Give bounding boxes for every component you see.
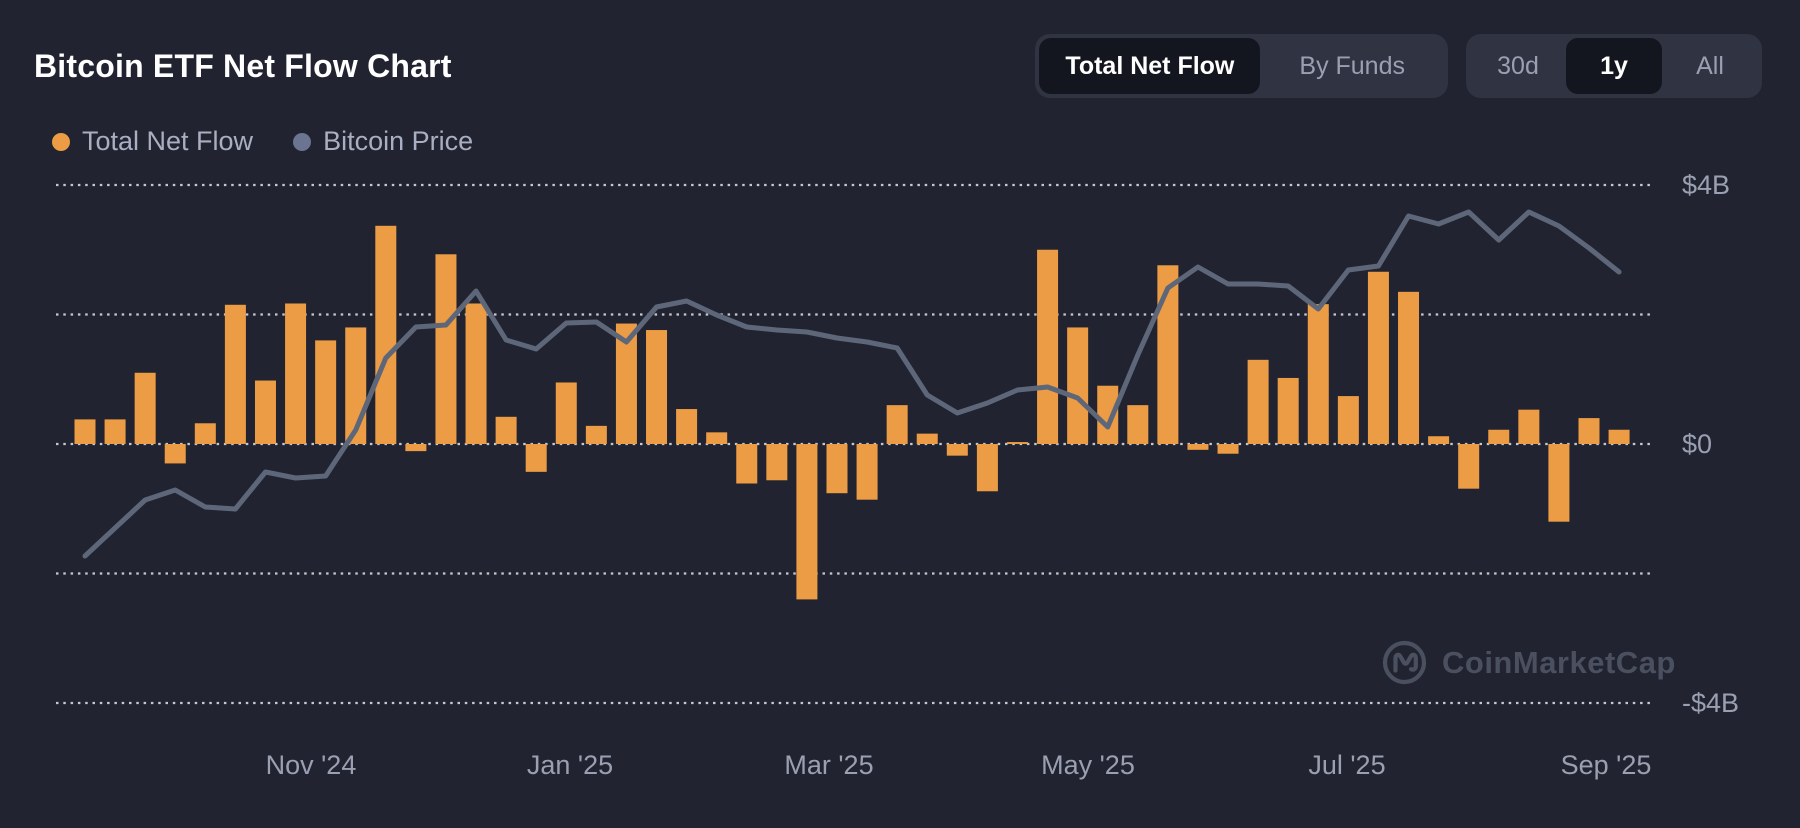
- range-option-all[interactable]: All: [1696, 51, 1724, 80]
- net-flow-bar[interactable]: [615, 323, 637, 444]
- net-flow-bar[interactable]: [1217, 444, 1239, 454]
- net-flow-bar[interactable]: [1518, 409, 1540, 444]
- net-flow-bar[interactable]: [405, 444, 427, 452]
- range-option-1y[interactable]: 1y: [1566, 38, 1662, 94]
- net-flow-bar[interactable]: [254, 380, 276, 444]
- watermark-text: CoinMarketCap: [1442, 644, 1676, 680]
- net-flow-bar[interactable]: [1548, 444, 1570, 522]
- net-flow-bar[interactable]: [435, 254, 457, 444]
- net-flow-bar[interactable]: [1578, 418, 1600, 444]
- net-flow-bar[interactable]: [104, 419, 126, 444]
- y-axis-label: -$4B: [1682, 688, 1739, 718]
- watermark: CoinMarketCap: [1381, 639, 1676, 686]
- net-flow-bar[interactable]: [946, 444, 968, 456]
- net-flow-bar[interactable]: [164, 444, 186, 464]
- net-flow-bar[interactable]: [315, 340, 337, 444]
- net-flow-bar[interactable]: [1127, 405, 1149, 444]
- net-flow-bar[interactable]: [465, 303, 487, 444]
- net-flow-bar[interactable]: [585, 425, 607, 444]
- legend: Total Net Flow Bitcoin Price: [52, 126, 473, 157]
- net-flow-bar[interactable]: [1247, 359, 1269, 444]
- net-flow-dot-icon: [52, 132, 70, 151]
- net-flow-bar[interactable]: [74, 419, 96, 444]
- net-flow-bar[interactable]: [1458, 444, 1480, 489]
- legend-item-total-net-flow[interactable]: Total Net Flow: [52, 126, 253, 157]
- range-option-30d[interactable]: 30d: [1497, 51, 1539, 80]
- net-flow-bar[interactable]: [916, 433, 938, 444]
- range-toggle-group: 30d 1y All: [1466, 34, 1762, 98]
- net-flow-bar[interactable]: [1037, 249, 1059, 444]
- net-flow-bar[interactable]: [856, 444, 878, 500]
- view-toggle-group: Total Net Flow By Funds: [1035, 34, 1448, 98]
- net-flow-bar[interactable]: [495, 416, 517, 444]
- bitcoin-price-dot-icon: [293, 132, 312, 151]
- net-flow-bar[interactable]: [1006, 442, 1028, 444]
- bitcoin-price-line: [82, 209, 1622, 559]
- net-flow-bar[interactable]: [646, 330, 668, 444]
- x-axis-label: Jul '25: [1308, 750, 1385, 780]
- x-axis-label: Jan '25: [527, 750, 613, 780]
- net-flow-bar[interactable]: [1428, 436, 1450, 444]
- net-flow-bar[interactable]: [134, 372, 156, 444]
- y-axis-label: $4B: [1682, 170, 1730, 200]
- net-flow-bar[interactable]: [285, 303, 307, 444]
- net-flow-bar[interactable]: [886, 405, 908, 444]
- x-axis-label: Mar '25: [784, 750, 873, 780]
- net-flow-bar[interactable]: [1157, 265, 1179, 444]
- view-option-total-net-flow[interactable]: Total Net Flow: [1039, 38, 1261, 94]
- coinmarketcap-logo-icon: [1382, 640, 1427, 685]
- net-flow-bar[interactable]: [555, 382, 577, 444]
- net-flow-bar[interactable]: [1307, 304, 1329, 444]
- net-flow-bar[interactable]: [796, 444, 818, 600]
- page-title: Bitcoin ETF Net Flow Chart: [34, 48, 452, 84]
- net-flow-bar[interactable]: [525, 444, 547, 472]
- net-flow-bar[interactable]: [1187, 444, 1209, 450]
- net-flow-bar[interactable]: [706, 432, 728, 444]
- net-flow-bar[interactable]: [736, 444, 758, 484]
- legend-item-bitcoin-price[interactable]: Bitcoin Price: [293, 126, 473, 157]
- net-flow-bar[interactable]: [375, 225, 397, 444]
- net-flow-bar[interactable]: [1067, 327, 1089, 444]
- net-flow-bar[interactable]: [1488, 429, 1510, 444]
- net-flow-bar[interactable]: [1608, 429, 1630, 444]
- y-axis-label: $0: [1682, 429, 1712, 459]
- net-flow-bar[interactable]: [1277, 377, 1299, 444]
- net-flow-bar[interactable]: [766, 444, 788, 481]
- x-axis-label: Nov '24: [266, 750, 357, 780]
- net-flow-bar[interactable]: [1097, 385, 1119, 444]
- net-flow-bar[interactable]: [224, 304, 246, 444]
- net-flow-bar[interactable]: [194, 423, 216, 444]
- net-flow-bar[interactable]: [1337, 396, 1359, 444]
- x-axis-label: Sep '25: [1561, 750, 1652, 780]
- x-axis-label: May '25: [1041, 750, 1135, 780]
- view-option-by-funds[interactable]: By Funds: [1299, 51, 1405, 80]
- legend-label: Total Net Flow: [82, 126, 254, 156]
- net-flow-bar[interactable]: [1398, 291, 1420, 444]
- net-flow-bar[interactable]: [976, 444, 998, 492]
- net-flow-bar[interactable]: [826, 444, 848, 494]
- net-flow-bar[interactable]: [676, 409, 698, 444]
- chart-controls: Total Net Flow By Funds 30d 1y All: [1035, 34, 1762, 98]
- net-flow-bar[interactable]: [1367, 271, 1389, 444]
- legend-label: Bitcoin Price: [323, 126, 474, 156]
